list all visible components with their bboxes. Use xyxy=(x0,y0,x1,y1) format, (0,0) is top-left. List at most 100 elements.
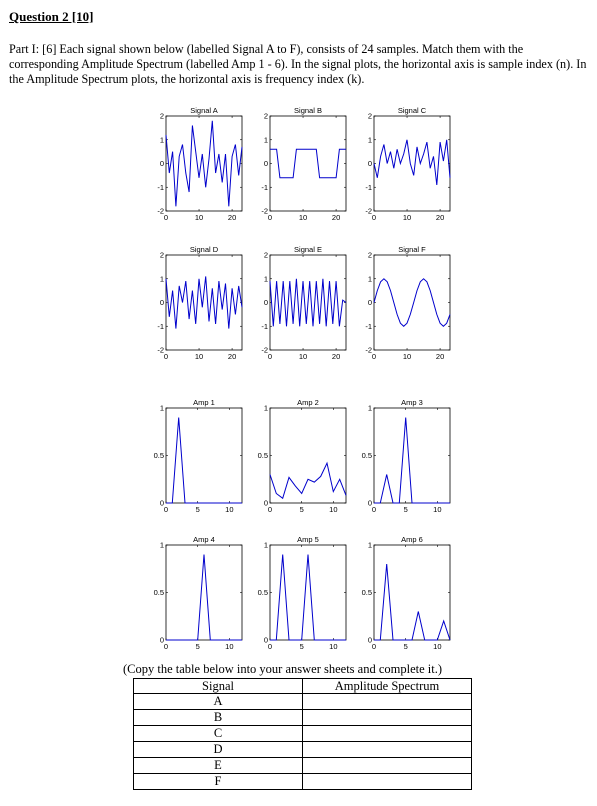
x-tick-label: 0 xyxy=(164,505,168,514)
x-tick-label: 10 xyxy=(225,505,233,514)
plot-amp-3: Amp 300.510 5 10 xyxy=(362,398,451,514)
plot-frame xyxy=(165,407,243,504)
plot-title: Signal A xyxy=(190,106,218,115)
plot-title: Signal F xyxy=(398,245,426,254)
y-tick-label: 2 xyxy=(264,251,268,260)
y-tick-label: 0 xyxy=(368,298,372,307)
y-tick-label: 1 xyxy=(160,404,164,413)
x-tick-label: 0 xyxy=(372,213,376,222)
y-tick-label: 1 xyxy=(264,404,268,413)
y-tick-label: -1 xyxy=(157,322,164,331)
plot-amp-6: Amp 600.510 5 10 xyxy=(362,535,451,651)
x-tick-label: 0 xyxy=(268,505,272,514)
series-line xyxy=(373,278,451,327)
y-tick-label: 2 xyxy=(160,112,164,121)
plot-title: Signal E xyxy=(294,245,322,254)
y-tick-label: -1 xyxy=(365,183,372,192)
series-line xyxy=(374,563,451,641)
plot-title: Amp 1 xyxy=(193,398,215,407)
series-line xyxy=(270,554,346,641)
answer-cell[interactable] xyxy=(302,757,472,774)
x-tick-label: 10 xyxy=(195,352,203,361)
plot-title: Signal C xyxy=(398,106,427,115)
y-tick-label: 0 xyxy=(264,159,268,168)
y-tick-label: 1 xyxy=(368,135,372,144)
plot-title: Amp 3 xyxy=(401,398,423,407)
plot-title: Amp 4 xyxy=(193,535,215,544)
signal-cell: A xyxy=(133,693,303,710)
plot-frame xyxy=(373,544,451,641)
y-tick-label: -1 xyxy=(157,183,164,192)
plot-title: Signal B xyxy=(294,106,322,115)
x-tick-label: 10 xyxy=(299,352,307,361)
y-tick-label: -1 xyxy=(261,183,268,192)
y-tick-label: -1 xyxy=(261,322,268,331)
x-tick-label: 10 xyxy=(403,213,411,222)
answer-cell[interactable] xyxy=(302,741,472,758)
signal-column-header: Signal xyxy=(133,678,303,694)
plot-frame xyxy=(373,407,451,504)
x-tick-label: 10 xyxy=(299,213,307,222)
answer-cell[interactable] xyxy=(302,709,472,726)
answer-cell[interactable] xyxy=(302,773,472,790)
x-tick-label: 5 xyxy=(196,642,200,651)
question-intro: Part I: [6] Each signal shown below (lab… xyxy=(9,42,587,86)
y-tick-label: 0.5 xyxy=(154,588,164,597)
x-tick-label: 5 xyxy=(196,505,200,514)
x-tick-label: 5 xyxy=(404,642,408,651)
table-row: D xyxy=(133,741,472,758)
x-tick-label: 5 xyxy=(300,642,304,651)
y-tick-label: -1 xyxy=(365,322,372,331)
x-tick-label: 10 xyxy=(329,505,337,514)
series-line xyxy=(269,461,347,500)
table-row: F xyxy=(133,773,472,790)
table-row: E xyxy=(133,757,472,774)
y-tick-label: 1 xyxy=(368,274,372,283)
y-tick-label: -2 xyxy=(261,346,268,355)
y-tick-label: 0 xyxy=(264,298,268,307)
plot-frame xyxy=(165,115,243,212)
answer-cell[interactable] xyxy=(302,725,472,742)
x-tick-label: 0 xyxy=(268,642,272,651)
x-tick-label: 10 xyxy=(433,642,441,651)
y-tick-label: -2 xyxy=(157,207,164,216)
series-line xyxy=(270,148,346,179)
y-tick-label: 1 xyxy=(368,541,372,550)
y-tick-label: 1 xyxy=(264,135,268,144)
x-tick-label: 0 xyxy=(164,642,168,651)
table-row: A xyxy=(133,693,472,710)
x-tick-label: 10 xyxy=(433,505,441,514)
x-tick-label: 0 xyxy=(268,213,272,222)
y-tick-label: 1 xyxy=(160,135,164,144)
y-tick-label: 0 xyxy=(264,636,268,645)
signal-cell: B xyxy=(133,709,303,726)
y-tick-label: 0 xyxy=(160,636,164,645)
x-tick-label: 0 xyxy=(164,352,168,361)
amplitude-spectrum-column-header: Amplitude Spectrum xyxy=(302,678,472,694)
y-tick-label: 1 xyxy=(368,404,372,413)
signal-cell: D xyxy=(133,741,303,758)
plot-title: Amp 2 xyxy=(297,398,319,407)
y-tick-label: 1 xyxy=(264,541,268,550)
y-tick-label: -2 xyxy=(365,346,372,355)
series-line xyxy=(373,139,451,185)
y-tick-label: 0 xyxy=(368,636,372,645)
series-line xyxy=(269,278,347,327)
series-line xyxy=(165,120,243,207)
y-tick-label: 0 xyxy=(160,159,164,168)
x-tick-label: 10 xyxy=(195,213,203,222)
x-tick-label: 0 xyxy=(268,352,272,361)
answer-table: Signal Amplitude Spectrum A B C D E F xyxy=(133,678,472,790)
plot-amp-1: Amp 100.510 5 10 xyxy=(154,398,243,514)
table-row: B xyxy=(133,709,472,726)
series-line xyxy=(166,417,242,504)
answer-cell[interactable] xyxy=(302,693,472,710)
plot-title: Amp 6 xyxy=(401,535,423,544)
y-tick-label: 0 xyxy=(368,499,372,508)
signal-cell: C xyxy=(133,725,303,742)
